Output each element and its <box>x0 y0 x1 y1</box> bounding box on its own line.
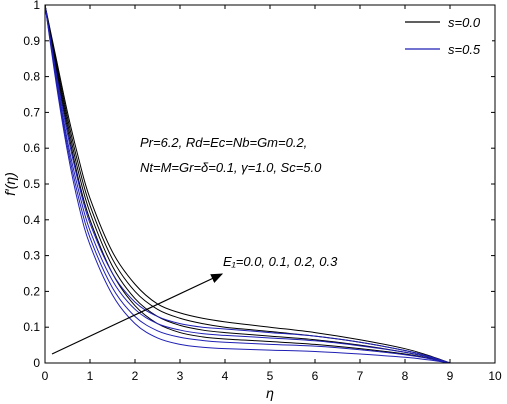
annotation-params-line1: Pr=6.2, Rd=Ec=Nb=Gm=0.2, <box>140 135 307 150</box>
y-tick-label-0.2: 0.2 <box>23 284 40 298</box>
y-tick-label-0.6: 0.6 <box>23 141 40 155</box>
annotation-e1-values: E₁=0.0, 0.1, 0.2, 0.3 <box>223 254 338 269</box>
series-line-s0-e1-0.3 <box>44 4 451 364</box>
y-tick-label-0.9: 0.9 <box>23 34 40 48</box>
x-axis-label: η <box>266 385 274 401</box>
x-tick-label-6: 6 <box>312 369 319 383</box>
legend-label-s0: s=0.0 <box>448 15 481 30</box>
y-tick-label-1: 1 <box>33 0 40 12</box>
y-tick-label-0.5: 0.5 <box>23 177 40 191</box>
x-tick-label-0: 0 <box>42 369 49 383</box>
y-tick-label-0.7: 0.7 <box>23 105 40 119</box>
series-line-s05-e1-0.1 <box>44 4 451 364</box>
x-tick-label-8: 8 <box>402 369 409 383</box>
legend: s=0.0 s=0.5 <box>398 9 492 65</box>
legend-box <box>398 9 492 65</box>
series-line-s0-e1-0 <box>44 4 451 364</box>
series-line-s05-e1-0 <box>44 4 451 364</box>
y-tick-label-0.3: 0.3 <box>23 249 40 263</box>
x-tick-label-1: 1 <box>87 369 94 383</box>
y-tick-label-0: 0 <box>33 356 40 370</box>
series-line-s05-e1-0.2 <box>44 4 451 364</box>
x-tick-label-3: 3 <box>177 369 184 383</box>
legend-label-s05: s=0.5 <box>448 42 481 57</box>
y-axis-label: f′(η) <box>2 172 18 196</box>
y-tick-label-0.4: 0.4 <box>23 213 40 227</box>
y-tick-label-0.1: 0.1 <box>23 320 40 334</box>
series-line-s05-e1-0.3 <box>44 4 451 364</box>
x-tick-label-7: 7 <box>357 369 364 383</box>
y-tick-label-0.8: 0.8 <box>23 70 40 84</box>
x-tick-label-10: 10 <box>488 369 502 383</box>
x-tick-label-9: 9 <box>447 369 454 383</box>
x-tick-label-2: 2 <box>132 369 139 383</box>
series-layer <box>44 4 451 364</box>
ticks-layer: 0 1 2 3 4 5 6 7 8 9 10 0 0.1 0.2 0.3 0.4 0.5 0.6 0.7 0.8 0.9… <box>23 0 502 383</box>
annotation-params-line2: Nt=M=Gr=δ=0.1, γ=1.0, Sc=5.0 <box>140 160 322 175</box>
annotation-arrow <box>51 273 224 355</box>
x-tick-label-4: 4 <box>222 369 229 383</box>
x-tick-label-5: 5 <box>267 369 274 383</box>
